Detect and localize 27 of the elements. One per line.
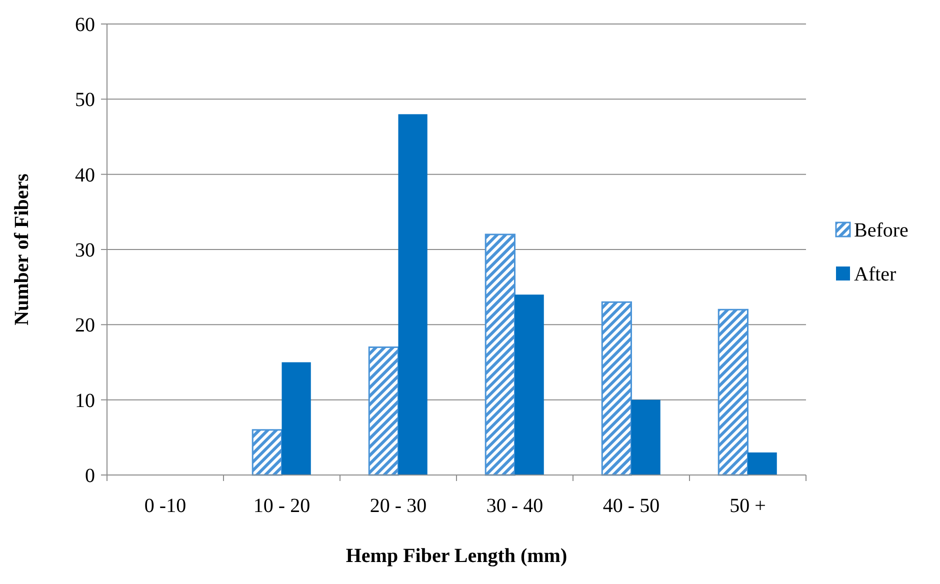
x-tick-label: 10 - 20 <box>253 495 310 517</box>
bar <box>484 234 516 476</box>
y-axis-title: Number of Fibers <box>11 173 33 326</box>
x-tick-label: 50 + <box>730 495 766 517</box>
bar <box>631 400 660 475</box>
y-tick-label: 30 <box>75 240 95 262</box>
x-tick-label: 0 -10 <box>144 495 186 517</box>
x-tick-label: 30 - 40 <box>486 495 544 517</box>
bar <box>748 452 777 475</box>
bar <box>398 114 428 475</box>
legend-label: After <box>854 264 897 286</box>
x-tick-label: 20 - 30 <box>370 495 427 517</box>
x-tick-label: 40 - 50 <box>602 495 660 517</box>
bar <box>601 301 632 476</box>
y-tick-label: 60 <box>75 14 95 36</box>
y-tick-label: 0 <box>85 465 95 487</box>
x-axis-title: Hemp Fiber Length (mm) <box>346 545 568 567</box>
bar <box>514 294 544 475</box>
bar <box>718 308 748 476</box>
legend-label: Before <box>854 220 909 242</box>
y-tick-label: 10 <box>75 390 95 412</box>
y-tick-label: 20 <box>75 314 95 337</box>
bar <box>252 429 282 476</box>
bar <box>368 346 399 476</box>
y-tick-label: 50 <box>75 89 95 112</box>
y-tick-label: 40 <box>75 164 95 186</box>
bar <box>282 362 311 475</box>
